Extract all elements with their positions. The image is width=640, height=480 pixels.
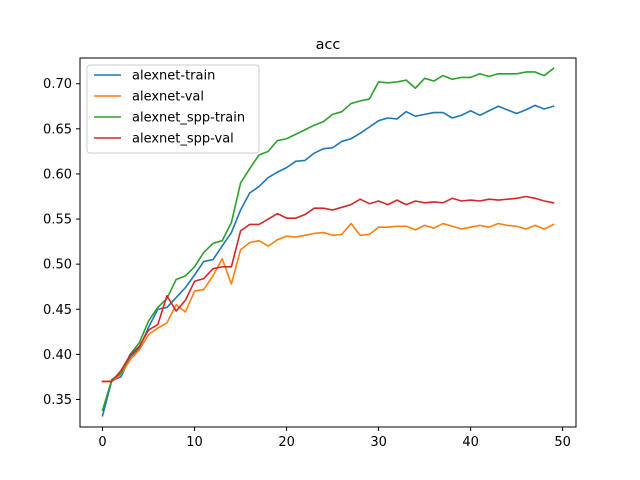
plot-series-group xyxy=(101,67,555,417)
series-line-alexnet-spp-train xyxy=(101,67,555,412)
series-line-alexnet-val xyxy=(101,222,555,383)
y-tick-label: 0.60 xyxy=(43,167,72,182)
y-tick-label: 0.55 xyxy=(43,213,72,228)
x-tick-label: 0 xyxy=(98,435,106,450)
series-line-alexnet-train xyxy=(101,104,555,417)
y-tick-label: 0.45 xyxy=(43,303,72,318)
legend-label: alexnet-train xyxy=(132,69,215,84)
x-tick-label: 30 xyxy=(370,435,387,450)
legend-label: alexnet-val xyxy=(132,90,204,105)
y-tick-label: 0.70 xyxy=(43,77,72,92)
series-line-alexnet-spp-val xyxy=(101,195,555,383)
y-axis: 0.35 0.40 0.45 0.50 0.55 0.60 0.65 0.70 xyxy=(43,77,80,408)
x-axis: 0 10 20 30 40 50 xyxy=(98,427,571,450)
axes-frame xyxy=(79,57,577,428)
legend: alexnet-train alexnet-val alexnet_spp-trai… xyxy=(86,64,260,154)
y-tick-label: 0.40 xyxy=(43,348,72,363)
legend-label: alexnet_spp-val xyxy=(132,132,234,147)
x-tick-label: 40 xyxy=(462,435,479,450)
x-tick-label: 50 xyxy=(554,435,571,450)
legend-box xyxy=(86,64,260,154)
x-tick-label: 20 xyxy=(278,435,295,450)
chart-title: acc xyxy=(316,37,341,53)
x-tick-label: 10 xyxy=(186,435,203,450)
y-tick-label: 0.35 xyxy=(43,393,72,408)
y-tick-label: 0.65 xyxy=(43,122,72,137)
legend-label: alexnet_spp-train xyxy=(132,111,245,126)
y-tick-label: 0.50 xyxy=(43,258,72,273)
